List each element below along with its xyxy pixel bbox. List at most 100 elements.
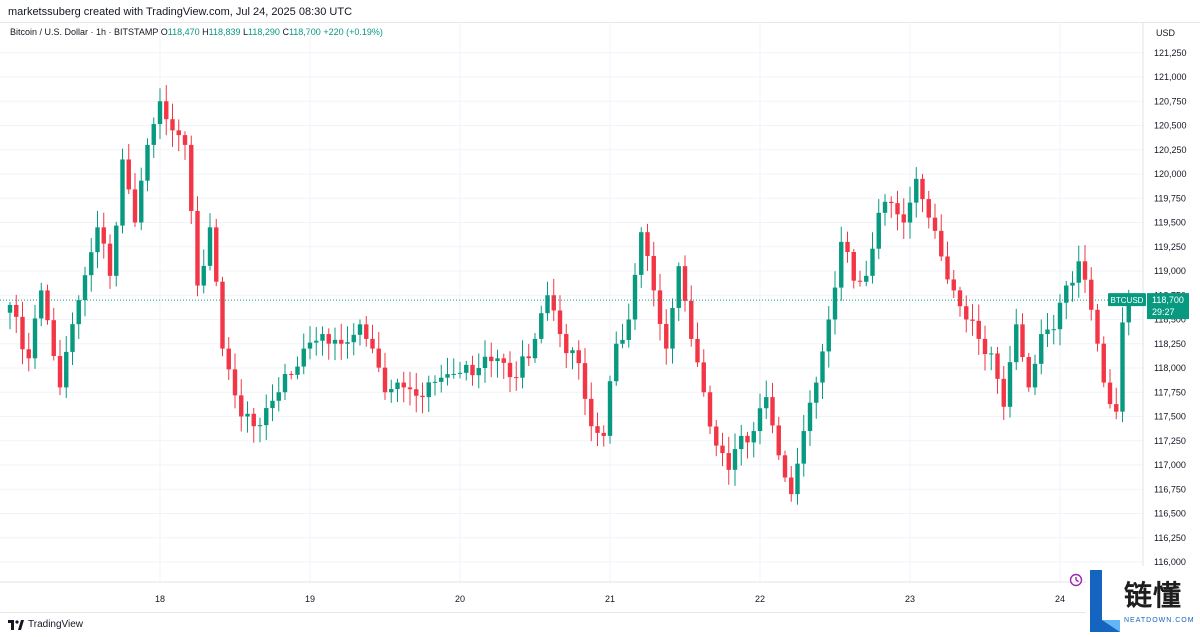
x-tick-label: 20 (455, 594, 465, 604)
candle (839, 226, 844, 301)
candle (732, 433, 738, 486)
close-label: C (282, 27, 289, 37)
candle (257, 417, 263, 443)
candle (614, 331, 619, 386)
x-tick-label: 22 (755, 594, 765, 604)
candle-body (326, 334, 331, 344)
candle-body (395, 382, 400, 390)
candle-body (120, 159, 125, 226)
candle (164, 84, 169, 136)
candles (7, 84, 1131, 505)
candle (845, 231, 850, 263)
candle (639, 227, 644, 288)
symbol-badge-bg (1108, 293, 1146, 307)
candle (489, 342, 494, 378)
candle (226, 336, 231, 380)
y-tick-label: 119,500 (1154, 218, 1186, 228)
candle (595, 412, 600, 447)
candle-body (601, 432, 606, 436)
x-tick-label: 21 (605, 594, 615, 604)
candle-body (570, 350, 575, 354)
y-tick-label: 119,250 (1154, 242, 1186, 252)
candle-body (595, 426, 600, 433)
candle-body (945, 256, 950, 280)
candle-body (1032, 363, 1038, 388)
clock-alert-icon[interactable] (1068, 572, 1084, 588)
candle (1032, 354, 1038, 395)
y-tick-label: 116,500 (1154, 509, 1186, 519)
price-badge-countdown: 29:27 (1152, 307, 1175, 317)
symbol-title[interactable]: Bitcoin / U.S. Dollar · 1h · BITSTAMP (10, 27, 159, 37)
candle-body (764, 397, 769, 409)
candle (45, 284, 50, 325)
price-badge-bg (1147, 293, 1189, 320)
candle-body (282, 374, 288, 393)
candle-body (107, 243, 113, 276)
tradingview-logo[interactable]: TradingView (8, 619, 83, 630)
candle-body (307, 342, 313, 349)
change-value: +220 (+0.19%) (323, 27, 383, 37)
candle (857, 270, 863, 287)
candle-body (132, 189, 138, 223)
candle (607, 375, 613, 444)
candle-body (420, 395, 425, 398)
candle-body (995, 353, 1000, 379)
candle-body (464, 364, 469, 373)
candle (95, 210, 100, 269)
candle-body (232, 369, 238, 396)
candle (445, 357, 450, 386)
price-chart[interactable]: USD 116,000 116,250 116,500 116,750 117,000 11… (0, 22, 1200, 612)
candle (76, 295, 81, 340)
candle (389, 379, 394, 403)
candle-body (401, 382, 406, 388)
candle (357, 319, 363, 346)
x-tick-label: 23 (905, 594, 915, 604)
candle-body (270, 400, 275, 409)
candle-body (170, 119, 175, 131)
candle-body (795, 463, 800, 495)
candle (289, 371, 294, 380)
candle (120, 148, 125, 234)
candle (982, 325, 988, 371)
candle (351, 323, 356, 356)
y-tick-label: 120,750 (1154, 96, 1187, 106)
candle-body (1082, 261, 1088, 280)
candle-body (501, 358, 506, 363)
candle-body (901, 214, 906, 223)
candle (451, 358, 456, 379)
candle (1107, 369, 1113, 409)
y-tick-label: 117,750 (1154, 387, 1186, 397)
candle-body (770, 397, 775, 426)
close-value: 118,700 (288, 27, 321, 37)
low-value: 118,290 (248, 27, 280, 37)
candle-body (214, 227, 219, 282)
candle-body (645, 232, 650, 256)
candle (764, 380, 769, 419)
candle-body (101, 227, 106, 244)
candle (751, 421, 756, 458)
candle (820, 344, 825, 400)
candle (70, 312, 75, 365)
candle-body (839, 241, 844, 288)
candle-body (95, 227, 100, 253)
candle (14, 294, 19, 333)
header-bar: marketssuberg created with TradingView.c… (0, 0, 1200, 23)
candle-body (226, 348, 231, 370)
candle (89, 238, 94, 292)
y-tick-label: 118,000 (1154, 363, 1186, 373)
candle-body (1089, 279, 1094, 310)
candle-body (32, 318, 38, 359)
candle-body (301, 348, 306, 367)
candle-body (426, 382, 431, 398)
candle (314, 327, 319, 356)
high-value: 118,839 (208, 27, 241, 37)
candle-body (514, 377, 519, 379)
candle-body (339, 339, 344, 344)
candle (564, 323, 569, 369)
candle (832, 271, 838, 335)
candle-body (1057, 302, 1063, 330)
candle-body (495, 358, 500, 362)
y-tick-label: 116,750 (1154, 484, 1186, 494)
candle (576, 340, 581, 380)
candle-body (182, 135, 188, 145)
